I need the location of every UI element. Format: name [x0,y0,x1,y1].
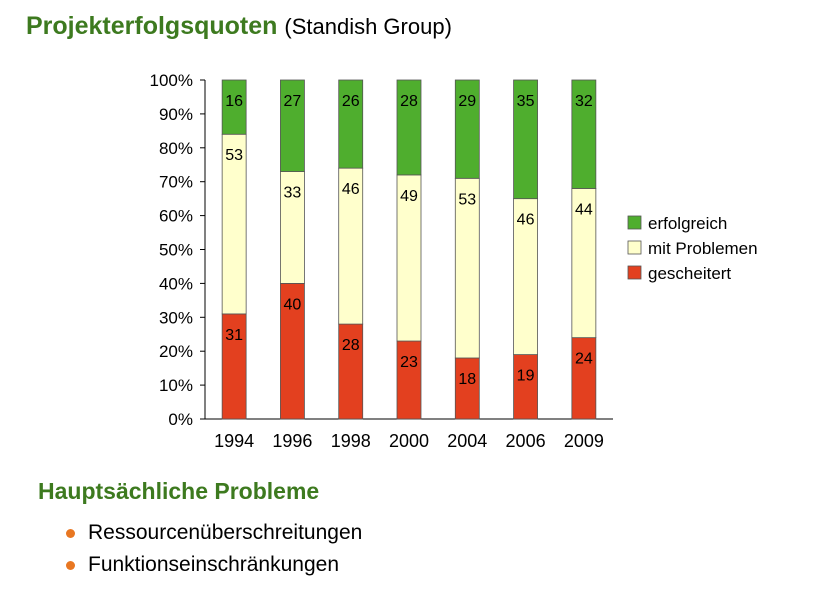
bullet-text: Ressourcenüberschreitungen [88,521,363,544]
data-label: 28 [342,337,360,354]
data-label: 40 [284,296,302,313]
bullet-dot-icon [66,561,75,570]
legend-label: erfolgreich [648,214,727,233]
data-label: 19 [517,368,535,385]
bar-segment [454,79,480,179]
y-tick-label: 100% [150,71,193,90]
bar-segment [571,79,597,189]
title-source: (Standish Group) [284,14,452,39]
bullet-dot-icon [66,529,75,538]
data-label: 29 [458,93,476,110]
data-label: 16 [225,93,243,110]
x-tick-label: 2000 [389,431,429,451]
bar-segment [221,133,247,315]
bar-segment [280,171,305,284]
data-label: 28 [400,93,418,110]
bar-segment [454,357,480,420]
title-main: Projekterfolgsquoten [26,12,278,40]
y-tick-label: 80% [159,139,193,158]
data-label: 49 [400,188,418,205]
bar-segment [454,177,480,359]
bar-segment [221,79,247,135]
data-label: 27 [284,93,302,110]
data-label: 31 [225,327,243,344]
x-tick-label: 1994 [214,431,254,451]
bar-segment [280,79,305,172]
data-label: 26 [342,93,360,110]
bullet-item: Funktionseinschränkungen [62,550,362,582]
stacked-bar-chart: 0% 10% 20% 30% 40% 50% 60% 70% 80% 90% 100% 31 53 16 1… [150,71,758,451]
data-label: 33 [284,185,302,202]
y-tick-label: 50% [159,241,193,260]
bar-segment [513,354,538,420]
bullet-text: Funktionseinschränkungen [88,553,339,576]
bar-segment [338,167,364,325]
bar-segment [571,337,597,420]
bar-segment [280,282,305,420]
bar-segment [396,174,422,342]
legend-swatch [627,265,642,280]
bar-segment [513,198,538,355]
page-title: Projekterfolgsquoten (Standish Group) [26,12,452,41]
data-label: 46 [517,212,535,229]
data-label: 32 [575,93,593,110]
x-tick-label: 2006 [506,431,546,451]
y-tick-label: 40% [159,274,193,293]
y-tick-label: 70% [159,173,193,192]
data-label: 18 [458,371,476,388]
x-tick-label: 2004 [447,431,487,451]
bar-segment [513,79,538,200]
data-label: 35 [517,93,535,110]
bullet-item: Ressourcenüberschreitungen [62,518,362,550]
y-tick-label: 90% [159,105,193,124]
bar-segment [396,340,422,420]
y-tick-label: 0% [168,410,193,429]
data-label: 53 [225,147,243,164]
data-label: 53 [458,191,476,208]
bar-segment [338,79,364,169]
x-tick-label: 1998 [331,431,371,451]
bar-segment [571,188,597,339]
x-tick-label: 2009 [564,431,604,451]
y-tick-label: 10% [159,376,193,395]
legend-swatch [627,215,642,230]
data-label: 23 [400,354,418,371]
y-tick-label: 20% [159,342,193,361]
legend-label: mit Problemen [648,239,758,258]
x-tick-label: 1996 [272,431,312,451]
section-title: Hauptsächliche Probleme [38,478,320,504]
bar-segment [396,79,422,176]
legend-label: gescheitert [648,264,731,283]
data-label: 44 [575,201,593,218]
bar-segment [338,323,364,420]
data-label: 24 [575,351,593,368]
data-label: 46 [342,181,360,198]
y-tick-label: 30% [159,308,193,327]
bullet-list: Ressourcenüberschreitungen Funktionseins… [62,518,362,582]
y-tick-label: 60% [159,207,193,226]
legend-swatch [627,240,642,255]
